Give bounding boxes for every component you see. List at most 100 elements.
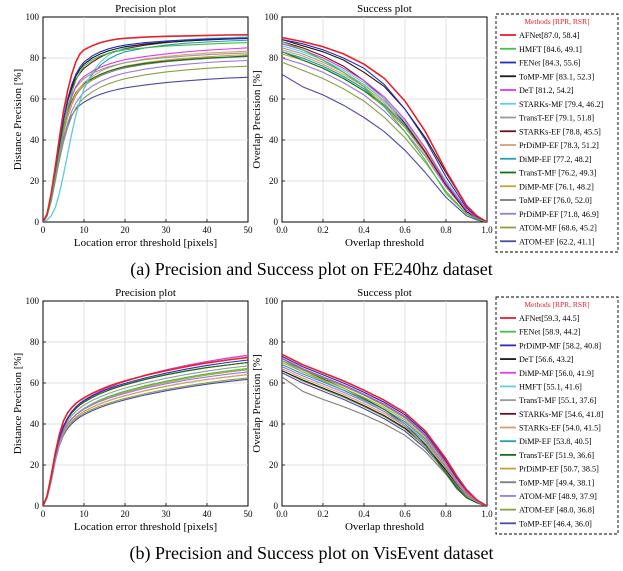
legend-label: TransT-EF [79.1, 51.8] — [519, 114, 594, 123]
y-tick-label: 80 — [30, 53, 40, 63]
y-tick-label: 40 — [30, 135, 40, 145]
legend-header: Methods [RPR, RSR] — [524, 17, 589, 26]
legend-label: AFNet[87.0, 58.4] — [519, 31, 580, 40]
series-group — [43, 354, 248, 506]
legend-label: DeT [81.2, 54.2] — [519, 86, 574, 95]
plot-frame — [281, 16, 488, 223]
plot-frame — [42, 300, 249, 507]
series-line-afnet — [43, 34, 248, 222]
x-tick-label: 1.0 — [481, 225, 493, 235]
series-line-hmft — [43, 42, 248, 222]
y-tick-label: 0 — [274, 217, 279, 227]
x-tick-label: 0.6 — [399, 225, 411, 235]
y-tick-label: 60 — [30, 94, 40, 104]
legend-label: FENet [58.9, 44.2] — [519, 328, 581, 337]
series-group — [282, 353, 487, 506]
legend-label: PrDiMP-EF [78.3, 51.2] — [519, 141, 599, 150]
x-axis-label: Location error threshold [pixels] — [74, 237, 217, 249]
legend-frame — [495, 296, 619, 535]
legend-label: TransT-MF [55.1, 37.6] — [519, 396, 597, 405]
legend-label: ATOM-EF [62.2, 41.1] — [519, 237, 595, 246]
legend-label: STARKs-EF [78.8, 45.5] — [519, 127, 601, 136]
legend-fe-legend: Methods [RPR, RSR] AFNet[87.0, 58.4] HMFT … — [495, 13, 619, 253]
legend-label: HMFT [55.1, 41.6] — [519, 382, 582, 391]
chart-vis-precision: 0 10 20 30 40 50 0 20 40 60 80 100 Precision plot Loc… — [12, 287, 253, 533]
legend-label: ToMP-MF [49.4, 38.1] — [519, 478, 594, 487]
x-tick-label: 50 — [244, 509, 254, 519]
series-line-det — [282, 43, 487, 222]
x-tick-label: 1.0 — [481, 509, 493, 519]
y-tick-label: 40 — [269, 419, 279, 429]
series-line-atom-mf — [282, 370, 487, 506]
y-tick-label: 60 — [269, 378, 279, 388]
series-line-prdimp-mf — [43, 59, 248, 222]
figure-canvas: 0 10 20 30 40 50 0 20 40 60 80 100 Precision plot Loc… — [12, 3, 619, 535]
legend-label: ATOM-MF [48.9, 37.9] — [519, 492, 597, 501]
series-line-atom-ef — [282, 73, 487, 222]
y-tick-label: 80 — [30, 337, 40, 347]
legend-label: ToMP-MF [83.1, 52.3] — [519, 72, 594, 81]
legend-label: TransT-MF [76.2, 49.3] — [519, 169, 597, 178]
x-tick-label: 40 — [203, 509, 213, 519]
legend-label: ToMP-EF [76.0, 52.0] — [519, 196, 592, 205]
y-axis-label: Overlap Precision [%] — [251, 70, 263, 168]
series-line-prdimp-mf — [282, 366, 487, 506]
y-tick-label: 20 — [30, 460, 40, 470]
legend-label: STARKs-MF [79.4, 46.2] — [519, 100, 603, 109]
y-tick-label: 0 — [35, 217, 40, 227]
x-tick-label: 0.8 — [440, 509, 452, 519]
legend-label: PrDiMP-EF [71.8, 46.9] — [519, 210, 599, 219]
chart-fe-success: 0.0 0.2 0.4 0.6 0.8 1.0 0 20 40 60 80 100 Success pl… — [251, 3, 493, 249]
legend-label: DiMP-MF [56.0, 41.9] — [519, 369, 594, 378]
chart-vis-success: 0.0 0.2 0.4 0.6 0.8 1.0 0 20 40 60 80 100 Success pl… — [251, 287, 493, 533]
caption-fe240hz: (a) Precision and Success plot on FE240h… — [130, 259, 493, 279]
x-tick-label: 0.8 — [440, 225, 452, 235]
x-tick-label: 0.6 — [399, 509, 411, 519]
x-tick-label: 30 — [162, 225, 172, 235]
series-line-fenet — [282, 39, 487, 222]
chart-title: Success plot — [357, 3, 412, 15]
x-axis-label: Overlap threshold — [345, 237, 425, 249]
chart-title: Precision plot — [115, 287, 176, 299]
x-tick-label: 0.4 — [358, 225, 370, 235]
legend-label: PrDiMP-EF [50.7, 38.5] — [519, 465, 599, 474]
y-axis-label: Distance Precision [%] — [12, 353, 24, 454]
legend-label: DiMP-MF [76.1, 48.2] — [519, 182, 594, 191]
legend-label: AFNet[59.3, 44.5] — [519, 314, 580, 323]
legend-label: DeT [56.6, 43.2] — [519, 355, 574, 364]
y-tick-label: 0 — [274, 501, 279, 511]
x-tick-label: 0.2 — [317, 225, 328, 235]
y-tick-label: 40 — [269, 135, 279, 145]
legend-label: TransT-EF [51.9, 36.6] — [519, 451, 594, 460]
legend-label: DiMP-EF [77.2, 48.2] — [519, 155, 592, 164]
chart-title: Precision plot — [115, 3, 176, 15]
y-tick-label: 60 — [269, 94, 279, 104]
series-line-afnet — [43, 356, 248, 506]
series-line-afnet — [282, 36, 487, 222]
x-tick-label: 20 — [121, 509, 131, 519]
legend-label: DiMP-EF [53.8, 40.5] — [519, 437, 592, 446]
legend-label: STARKs-MF [54.6, 41.8] — [519, 410, 603, 419]
x-tick-label: 0.0 — [276, 225, 288, 235]
x-tick-label: 10 — [80, 509, 90, 519]
series-line-dimp-mf — [282, 361, 487, 506]
legend-label: ATOM-EF [48.0, 36.8] — [519, 506, 595, 515]
x-tick-label: 0.2 — [317, 509, 328, 519]
y-tick-label: 60 — [30, 378, 40, 388]
y-tick-label: 20 — [269, 176, 279, 186]
series-line-prdimp-mf — [43, 371, 248, 506]
legend-header: Methods [RPR, RSR] — [524, 300, 589, 309]
legend-vis-legend: Methods [RPR, RSR] AFNet[59.3, 44.5] FENet… — [495, 296, 619, 535]
legend-label: PrDiMP-MF [58.2, 40.8] — [519, 341, 601, 350]
x-tick-label: 0.4 — [358, 509, 370, 519]
chart-title: Success plot — [357, 287, 412, 299]
plot-frame — [42, 16, 249, 223]
y-tick-label: 100 — [26, 296, 40, 306]
series-line-det — [282, 357, 487, 506]
y-tick-label: 100 — [265, 296, 279, 306]
x-axis-label: Overlap threshold — [345, 521, 425, 533]
x-tick-label: 40 — [203, 225, 213, 235]
series-group — [43, 34, 248, 222]
y-tick-label: 20 — [30, 176, 40, 186]
